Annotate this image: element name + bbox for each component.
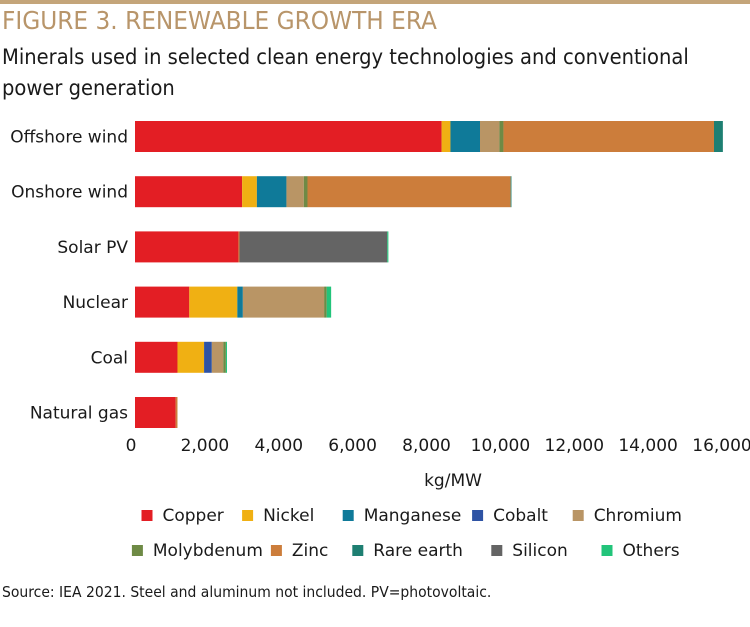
bar-segment-offshore-wind-rare-earth: [714, 121, 723, 152]
legend-swatch-molybdenum: [131, 545, 143, 556]
x-tick-label: 8,000: [402, 436, 451, 456]
legend-label-copper: Copper: [163, 506, 224, 526]
x-tick-label: 16,000: [692, 436, 750, 456]
legend-label-nickel: Nickel: [263, 506, 314, 526]
x-tick-label: 0: [126, 436, 137, 456]
bar-segment-offshore-wind-manganese: [450, 121, 480, 152]
bar-segment-onshore-wind-nickel: [242, 176, 257, 208]
bar-segment-nuclear-copper: [135, 286, 190, 318]
legend-label-cobalt: Cobalt: [493, 506, 548, 526]
bar-segment-nuclear-manganese: [237, 286, 243, 318]
legend-swatch-others: [601, 545, 613, 556]
category-label-nuclear: Nuclear: [63, 293, 128, 313]
bar-segment-onshore-wind-manganese: [256, 176, 287, 208]
legend-label-molybdenum: Molybdenum: [153, 541, 263, 561]
legend-item-cobalt: Cobalt: [472, 506, 548, 526]
bar-segment-onshore-wind-zinc: [307, 176, 511, 208]
x-axis-tick-labels: 0 2,000 4,000 6,000 8,000 10,000 12,000 14,000 1…: [126, 436, 750, 456]
bar-segment-natural-gas-copper: [135, 397, 176, 428]
bar-segment-offshore-wind-nickel: [441, 121, 451, 152]
source-note: Source: IEA 2021. Steel and aluminum not…: [2, 583, 492, 601]
x-tick-label: 10,000: [471, 436, 530, 456]
category-labels: Offshore wind Onshore wind Solar PV Nuclear…: [10, 128, 128, 424]
bar-segment-offshore-wind-copper: [135, 121, 442, 152]
bar-segment-coal-nickel: [177, 341, 205, 373]
legend-label-silicon: Silicon: [512, 541, 567, 561]
x-tick-label: 14,000: [618, 436, 677, 456]
bar-segment-solar-pv-copper: [135, 231, 239, 263]
legend-item-molybdenum: Molybdenum: [131, 541, 263, 561]
bar-row-solar-pv: [135, 231, 389, 263]
figure-subtitle: Minerals used in selected clean energy t…: [2, 45, 689, 100]
bar-segment-onshore-wind-rare-earth: [510, 176, 512, 208]
legend-swatch-zinc: [270, 545, 282, 556]
bar-segment-onshore-wind-molybdenum: [303, 176, 308, 208]
legend-swatch-cobalt: [472, 510, 484, 521]
bar-segment-nuclear-others: [326, 286, 332, 318]
category-label-onshore-wind: Onshore wind: [11, 183, 128, 203]
bar-segment-coal-copper: [135, 341, 178, 373]
bar-row-onshore-wind: [135, 176, 512, 208]
x-tick-label: 6,000: [328, 436, 377, 456]
x-axis-label: kg/MW: [424, 471, 482, 491]
legend-swatch-chromium: [572, 510, 584, 521]
legend-item-others: Others: [601, 541, 680, 561]
category-label-offshore-wind: Offshore wind: [10, 128, 128, 148]
x-tick-label: 2,000: [181, 436, 230, 456]
bar-segment-nuclear-nickel: [189, 286, 238, 318]
bar-segment-nuclear-molybdenum: [324, 286, 327, 318]
legend-item-copper: Copper: [141, 506, 224, 526]
legend: Copper Nickel Manganese Cobalt Chromium Molyb…: [131, 506, 682, 561]
legend-swatch-rare-earth: [352, 545, 364, 556]
legend-item-silicon: Silicon: [491, 541, 568, 561]
legend-item-nickel: Nickel: [242, 506, 314, 526]
legend-item-rare-earth: Rare earth: [352, 541, 463, 561]
bar-segment-solar-pv-silicon: [239, 231, 388, 263]
bar-segment-offshore-wind-zinc: [503, 121, 714, 152]
bar-segment-onshore-wind-chromium: [286, 176, 304, 208]
bar-segment-coal-molybdenum: [223, 341, 226, 373]
bar-segment-coal-chromium: [211, 341, 224, 373]
bar-segment-solar-pv-others: [387, 231, 389, 263]
legend-item-zinc: Zinc: [270, 541, 329, 561]
legend-label-chromium: Chromium: [594, 506, 682, 526]
legend-label-others: Others: [623, 541, 680, 561]
bar-segment-offshore-wind-molybdenum: [499, 121, 504, 152]
bar-segment-coal-others: [225, 341, 227, 373]
legend-item-chromium: Chromium: [572, 506, 682, 526]
x-tick-label: 4,000: [254, 436, 303, 456]
bar-row-coal: [135, 341, 227, 373]
legend-item-manganese: Manganese: [342, 506, 462, 526]
category-label-coal: Coal: [91, 348, 128, 368]
legend-label-zinc: Zinc: [292, 541, 329, 561]
legend-swatch-silicon: [491, 545, 503, 556]
bar-segment-nuclear-chromium: [242, 286, 325, 318]
bar-segment-coal-cobalt: [204, 341, 212, 373]
bars-layer: [135, 121, 723, 428]
legend-label-manganese: Manganese: [364, 506, 462, 526]
x-tick-label: 12,000: [545, 436, 604, 456]
category-label-natural-gas: Natural gas: [30, 404, 128, 424]
category-label-solar-pv: Solar PV: [57, 238, 128, 258]
legend-label-rare-earth: Rare earth: [373, 541, 463, 561]
top-rule: [0, 0, 750, 4]
bar-row-offshore-wind: [135, 121, 723, 152]
legend-swatch-manganese: [342, 510, 354, 521]
legend-swatch-nickel: [242, 510, 254, 521]
bar-segment-natural-gas-zinc: [175, 397, 178, 428]
bar-segment-offshore-wind-chromium: [480, 121, 500, 152]
bar-row-nuclear: [135, 286, 332, 318]
bar-segment-solar-pv-zinc: [238, 231, 240, 263]
figure-title: FIGURE 3. RENEWABLE GROWTH ERA: [2, 6, 437, 35]
bar-row-natural-gas: [135, 397, 178, 428]
legend-swatch-copper: [141, 510, 153, 521]
bar-segment-onshore-wind-copper: [135, 176, 243, 208]
